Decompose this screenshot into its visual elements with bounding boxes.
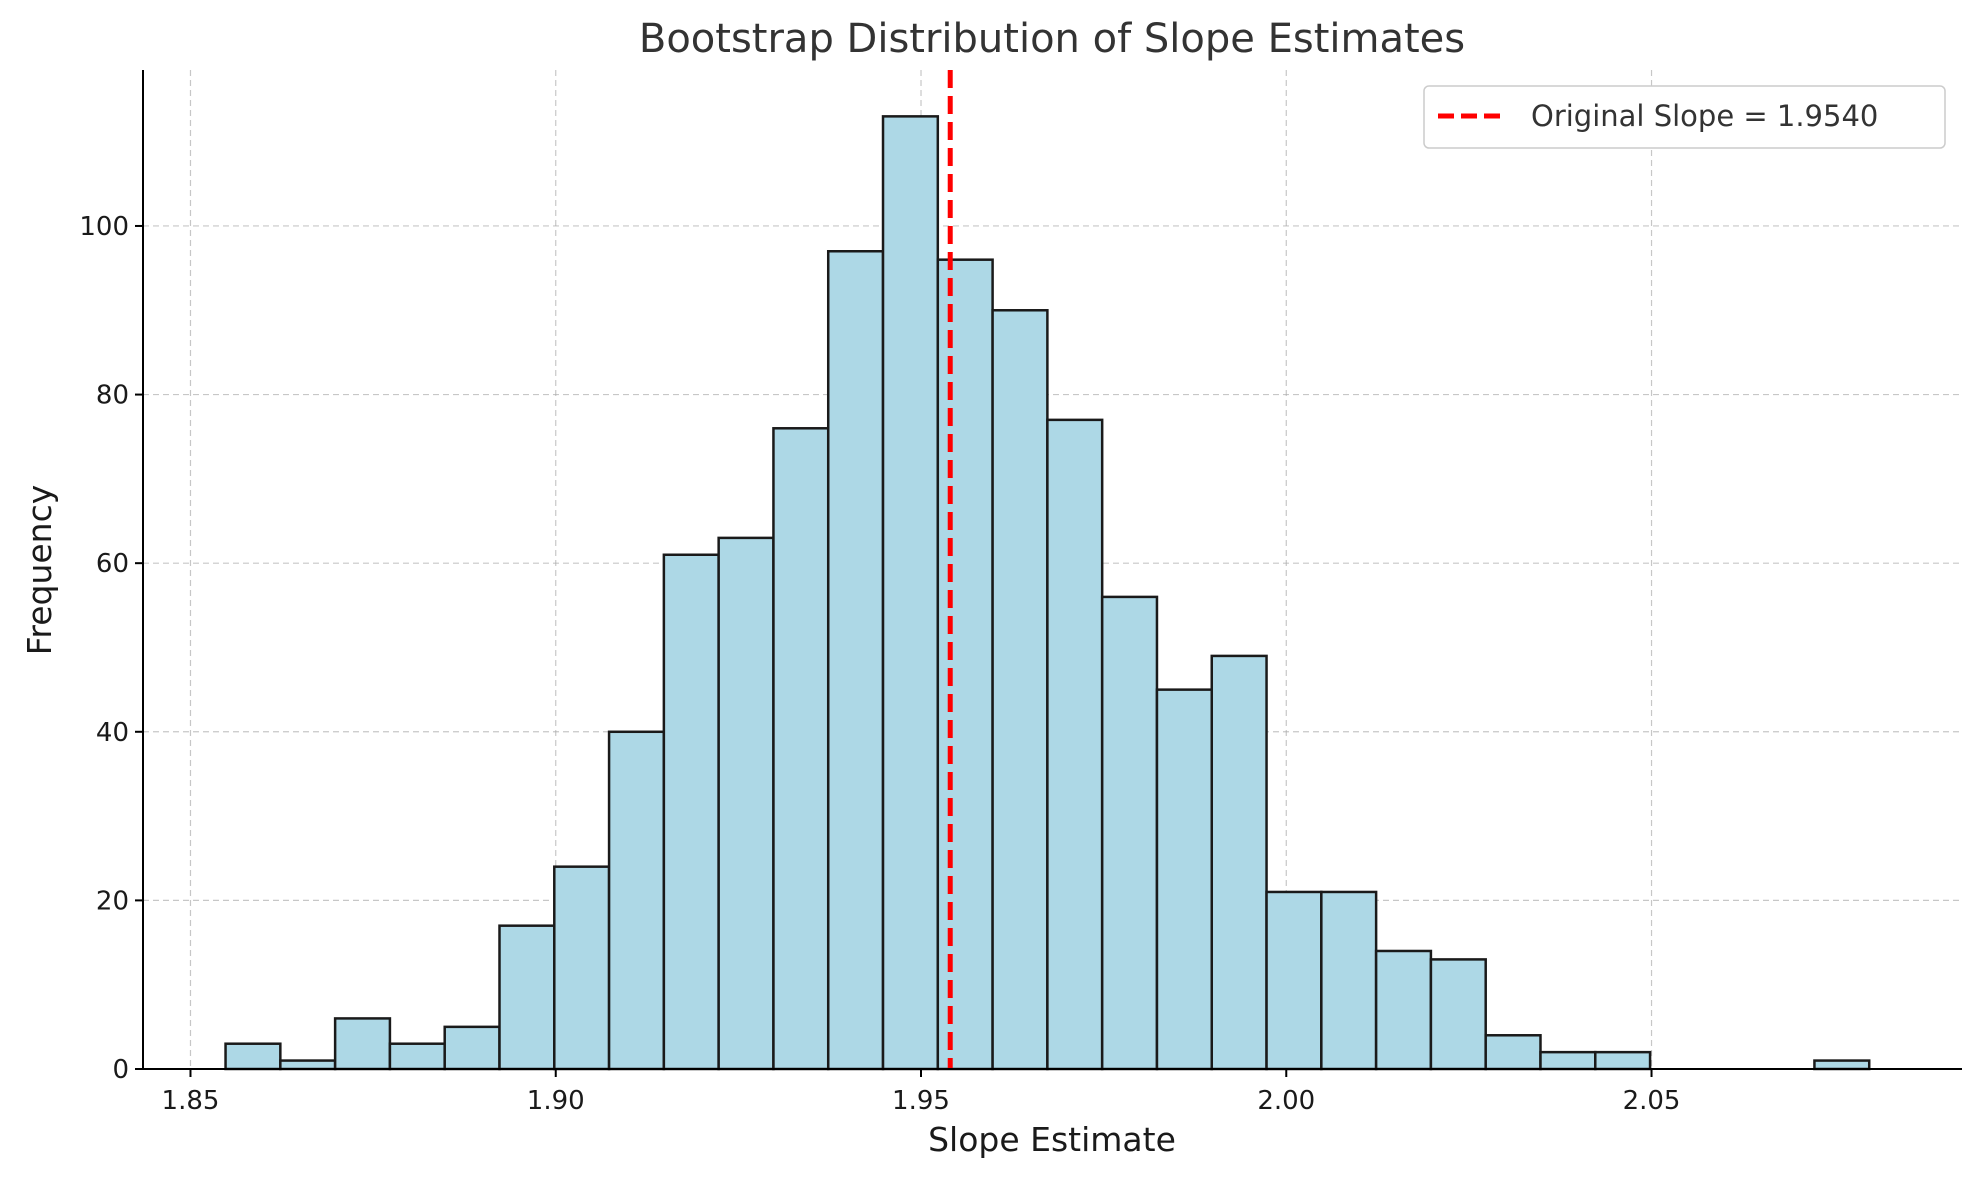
histogram-bar: [443, 1025, 501, 1071]
histogram-bar: [826, 250, 885, 1071]
histogram-bar: [224, 1042, 282, 1071]
histogram-bar: [1539, 1050, 1597, 1071]
histogram-bar: [333, 1017, 392, 1071]
x-tick-label: 1.85: [162, 1086, 220, 1116]
histogram-bar: [1594, 1050, 1652, 1071]
x-tick-label: 1.90: [527, 1086, 585, 1116]
y-tick-label: 40: [96, 718, 129, 748]
histogram-bar: [1374, 949, 1433, 1071]
histogram-bar: [498, 924, 556, 1071]
histogram-bars: [224, 115, 1871, 1071]
histogram-bar: [772, 427, 830, 1071]
x-tick-label: 2.00: [1257, 1086, 1315, 1116]
y-axis-label: Frequency: [20, 485, 59, 655]
histogram-bar: [717, 536, 775, 1071]
histogram-bar: [1320, 890, 1378, 1071]
x-axis-label: Slope Estimate: [928, 1120, 1176, 1159]
histogram-bar: [1484, 1034, 1542, 1071]
histogram-bar: [1265, 890, 1323, 1071]
histogram-bar: [1100, 595, 1159, 1071]
histogram-bar: [607, 730, 666, 1071]
legend-box: [1423, 85, 1946, 149]
histogram-bar: [1813, 1059, 1871, 1071]
histogram-bar: [1210, 654, 1268, 1071]
chart-title: Bootstrap Distribution of Slope Estimate…: [639, 16, 1465, 62]
y-tick-label: 0: [112, 1055, 129, 1085]
legend: Original Slope = 1.9540: [1423, 85, 1946, 149]
x-tick-label: 2.05: [1623, 1086, 1681, 1116]
histogram-bar: [388, 1042, 446, 1071]
y-tick-label: 80: [96, 381, 129, 411]
histogram-bar: [991, 309, 1049, 1071]
histogram-bar: [553, 865, 611, 1071]
histogram-bar: [662, 553, 720, 1071]
histogram-bar: [1155, 688, 1214, 1071]
histogram-bar: [1046, 418, 1104, 1071]
legend-label: Original Slope = 1.9540: [1531, 99, 1878, 133]
x-tick-label: 1.95: [892, 1086, 950, 1116]
y-tick-label: 20: [96, 886, 129, 916]
histogram-bar: [881, 115, 940, 1071]
histogram-bar: [279, 1059, 337, 1071]
y-tick-label: 100: [79, 212, 129, 242]
histogram-bar: [936, 258, 994, 1071]
x-ticks: 1.85 1.90 1.95 2.00 2.05: [162, 1069, 1681, 1116]
y-tick-label: 60: [96, 549, 129, 579]
y-ticks: 0 20 40 60 80 100: [79, 212, 143, 1085]
histogram-bar: [1429, 958, 1487, 1071]
